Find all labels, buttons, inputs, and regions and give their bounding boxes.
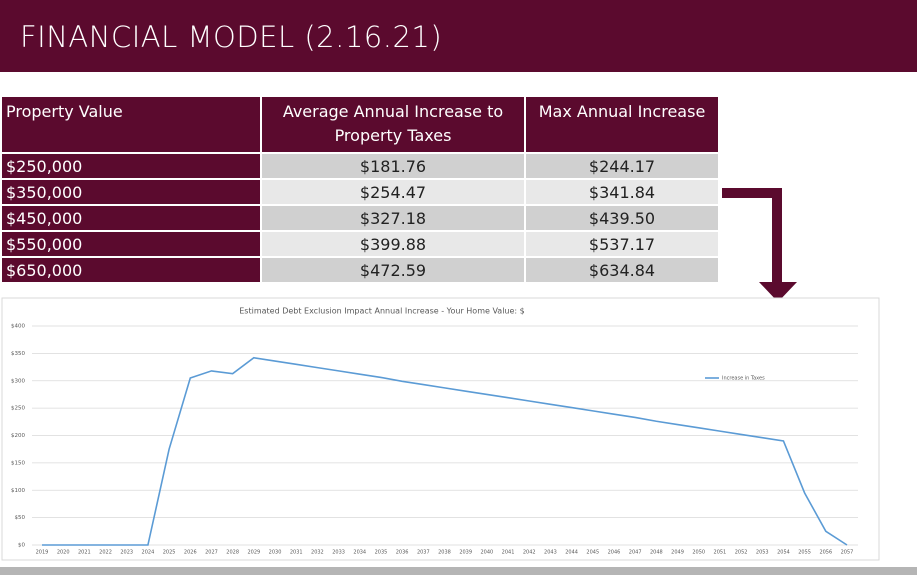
table-cell: $327.18 — [260, 204, 526, 232]
y-tick-label: $350 — [11, 351, 25, 357]
table-cell: $350,000 — [0, 178, 262, 206]
table-cell: $450,000 — [0, 204, 262, 232]
footer-bar — [0, 567, 917, 575]
table-cell: $181.76 — [260, 152, 526, 180]
x-tick-label: 2043 — [544, 550, 557, 556]
table-cell: $439.50 — [524, 204, 720, 232]
x-tick-label: 2045 — [586, 550, 599, 556]
x-tick-label: 2042 — [523, 550, 536, 556]
x-tick-label: 2030 — [269, 550, 282, 556]
y-tick-label: $100 — [11, 488, 25, 494]
table-row: $450,000 $327.18 $439.50 — [0, 204, 720, 232]
header-band: FINANCIAL MODEL (2.16.21) — [0, 0, 917, 72]
header-cell: Max Annual Increase — [524, 95, 720, 154]
x-tick-label: 2037 — [417, 550, 430, 556]
x-tick-label: 2022 — [99, 550, 112, 556]
x-tick-label: 2021 — [78, 550, 91, 556]
arrow — [722, 188, 797, 302]
x-tick-label: 2038 — [438, 550, 451, 556]
table-cell: $634.84 — [524, 256, 720, 284]
x-tick-label: 2032 — [311, 550, 324, 556]
x-tick-label: 2047 — [629, 550, 642, 556]
x-tick-label: 2019 — [36, 550, 49, 556]
y-tick-label: $150 — [11, 460, 25, 466]
header-cell: Average Annual Increase to Property Taxe… — [260, 95, 526, 154]
x-tick-label: 2024 — [142, 550, 155, 556]
x-tick-label: 2036 — [396, 550, 409, 556]
table-cell: $550,000 — [0, 230, 262, 258]
x-tick-label: 2029 — [247, 550, 260, 556]
table-row: $550,000 $399.88 $537.17 — [0, 230, 720, 258]
x-tick-label: 2056 — [819, 550, 832, 556]
x-tick-label: 2041 — [502, 550, 515, 556]
x-tick-label: 2040 — [481, 550, 494, 556]
x-tick-label: 2050 — [692, 550, 705, 556]
legend-label: Increase in Taxes — [722, 376, 765, 382]
x-tick-label: 2028 — [226, 550, 239, 556]
x-tick-label: 2023 — [120, 550, 133, 556]
table-cell: $244.17 — [524, 152, 720, 180]
x-tick-label: 2054 — [777, 550, 790, 556]
x-tick-label: 2033 — [332, 550, 345, 556]
y-tick-label: $400 — [11, 324, 25, 330]
x-tick-label: 2053 — [756, 550, 769, 556]
y-tick-label: $250 — [11, 406, 25, 412]
table-cell: $250,000 — [0, 152, 262, 180]
table-row: $250,000 $181.76 $244.17 — [0, 152, 720, 180]
x-tick-label: 2025 — [163, 550, 176, 556]
x-tick-label: 2035 — [375, 550, 388, 556]
table-row: $350,000 $254.47 $341.84 — [0, 178, 720, 206]
chart-title: Estimated Debt Exclusion Impact Annual I… — [239, 307, 525, 316]
table-row: $650,000 $472.59 $634.84 — [0, 256, 720, 284]
x-tick-label: 2044 — [565, 550, 578, 556]
table-header: Property Value Average Annual Increase t… — [0, 95, 720, 154]
x-tick-label: 2027 — [205, 550, 218, 556]
y-tick-label: $0 — [18, 543, 25, 549]
x-tick-label: 2048 — [650, 550, 663, 556]
table-cell: $341.84 — [524, 178, 720, 206]
x-tick-label: 2039 — [459, 550, 472, 556]
x-tick-label: 2026 — [184, 550, 197, 556]
table-cell: $472.59 — [260, 256, 526, 284]
table-cell: $537.17 — [524, 230, 720, 258]
table-cell: $399.88 — [260, 230, 526, 258]
header-cell: Property Value — [0, 95, 262, 154]
y-tick-label: $50 — [15, 515, 26, 521]
chart-frame — [1, 297, 880, 561]
x-tick-label: 2046 — [608, 550, 621, 556]
x-tick-label: 2052 — [735, 550, 748, 556]
x-tick-label: 2051 — [714, 550, 727, 556]
x-tick-label: 2020 — [57, 550, 70, 556]
table-cell: $650,000 — [0, 256, 262, 284]
y-tick-label: $300 — [11, 378, 25, 384]
value-table: Property Value Average Annual Increase t… — [0, 95, 720, 284]
slide-title: FINANCIAL MODEL (2.16.21) — [20, 20, 443, 54]
x-tick-label: 2034 — [353, 550, 366, 556]
data-line — [42, 356, 848, 546]
x-tick-label: 2031 — [290, 550, 303, 556]
x-tick-label: 2055 — [798, 550, 811, 556]
y-tick-label: $200 — [11, 433, 25, 439]
x-tick-label: 2057 — [841, 550, 854, 556]
table-cell: $254.47 — [260, 178, 526, 206]
x-tick-label: 2049 — [671, 550, 684, 556]
